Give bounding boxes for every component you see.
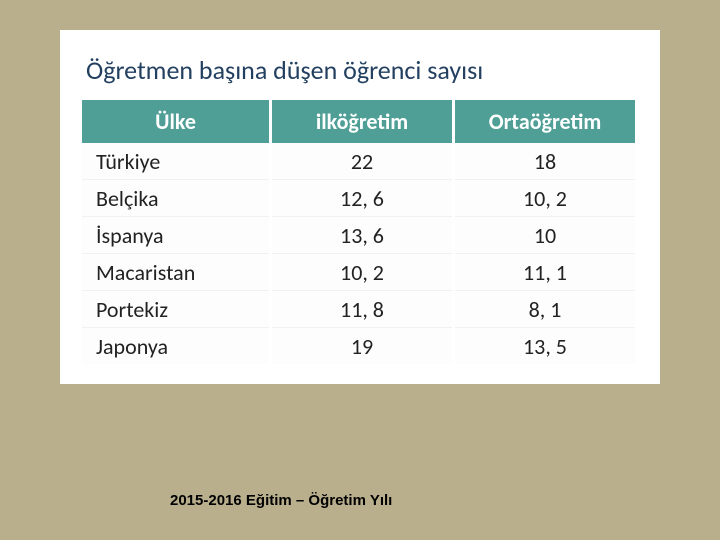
table-row: Türkiye 22 18 <box>82 143 637 180</box>
table-row: Belçika 12, 6 10, 2 <box>82 180 637 217</box>
table-row: Macaristan 10, 2 11, 1 <box>82 254 637 291</box>
cell-primary: 19 <box>271 328 454 365</box>
content-card: Öğretmen başına düşen öğrenci sayısı Ülk… <box>60 30 660 384</box>
table-header-row: Ülke ilköğretim Ortaöğretim <box>82 100 637 143</box>
cell-country: Türkiye <box>82 143 271 180</box>
cell-primary: 22 <box>271 143 454 180</box>
col-header-country: Ülke <box>82 100 271 143</box>
table-row: İspanya 13, 6 10 <box>82 217 637 254</box>
cell-country: Japonya <box>82 328 271 365</box>
cell-secondary: 8, 1 <box>454 291 637 328</box>
cell-secondary: 10 <box>454 217 637 254</box>
slide-title: Öğretmen başına düşen öğrenci sayısı <box>82 54 638 86</box>
table-row: Portekiz 11, 8 8, 1 <box>82 291 637 328</box>
cell-country: İspanya <box>82 217 271 254</box>
col-header-primary: ilköğretim <box>271 100 454 143</box>
table-row: Japonya 19 13, 5 <box>82 328 637 365</box>
cell-primary: 12, 6 <box>271 180 454 217</box>
data-table: Ülke ilköğretim Ortaöğretim Türkiye 22 1… <box>82 100 638 364</box>
cell-primary: 13, 6 <box>271 217 454 254</box>
col-header-secondary: Ortaöğretim <box>454 100 637 143</box>
cell-country: Portekiz <box>82 291 271 328</box>
cell-secondary: 11, 1 <box>454 254 637 291</box>
cell-secondary: 18 <box>454 143 637 180</box>
cell-primary: 11, 8 <box>271 291 454 328</box>
cell-country: Belçika <box>82 180 271 217</box>
cell-primary: 10, 2 <box>271 254 454 291</box>
cell-secondary: 10, 2 <box>454 180 637 217</box>
slide-caption: 2015-2016 Eğitim – Öğretim Yılı <box>170 492 392 509</box>
cell-country: Macaristan <box>82 254 271 291</box>
cell-secondary: 13, 5 <box>454 328 637 365</box>
